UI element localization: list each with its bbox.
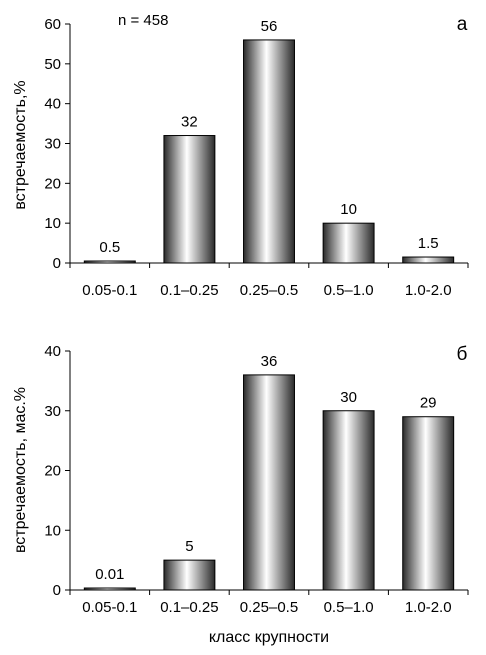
panel-a-y-tick-label: 20 [44,175,61,192]
panel-a-bar [322,222,375,264]
panel-b-data-label: 0.01 [95,566,124,583]
panel-a-y-tick-label: 40 [44,96,61,113]
panel-a-data-label: 32 [181,114,198,131]
panel-b-y-tick-label: 10 [44,522,61,539]
panel-a-category-label: 0.1–0.25 [160,282,218,299]
panel-a-chart: 0 10 20 30 40 50 60 0.5 0.05-0.1 32 0.1–0.25 56 0.25… [44,16,469,299]
panel-a-bar [163,135,216,264]
panel-b-bar [243,374,295,591]
panel-a-y-tick-label: 10 [44,215,61,232]
panel-b-data-label: 5 [185,538,193,555]
panel-a-annotation: n = 458 [118,12,168,29]
panel-b-chart: 0 10 20 30 40 0.01 0.05-0.1 5 0.1–0.25 36 0.25–0.5… [44,343,469,616]
panel-a-bar [402,256,455,264]
panel-b-bar [402,416,455,591]
panel-a-category-label: 0.5–1.0 [324,282,374,299]
panel-b-bar [322,410,375,591]
panel-a-y-axis-label: встречаемость,% [12,80,29,209]
panel-a-data-label: 56 [261,18,278,35]
panel-a-y-tick-label: 30 [44,136,61,153]
panel-a-bar [83,260,136,264]
panel-b-y-tick-label: 40 [44,343,61,360]
panel-a-y-tick-label: 50 [44,56,61,73]
panel-b-letter: б [457,344,468,365]
panel-a-category-label: 0.25–0.5 [240,282,298,299]
panel-a-data-label: 1.5 [418,235,439,252]
panel-b-bar [163,559,216,591]
panel-b-data-label: 29 [420,395,437,412]
panel-b-data-label: 30 [340,389,357,406]
panel-b-category-label: 0.5–1.0 [324,599,374,616]
panel-b-bar [83,587,136,591]
panel-b-data-label: 36 [261,353,278,370]
panel-b-y-tick-label: 20 [44,463,61,480]
panel-b-category-label: 0.1–0.25 [160,599,218,616]
panel-b-y-axis-label: встречаемость, мас.% [12,387,29,553]
panel-b-category-label: 0.05-0.1 [82,599,137,616]
panel-a-letter: а [457,14,468,35]
panel-b-y-tick-label: 0 [53,582,61,599]
panel-b-category-label: 0.25–0.5 [240,599,298,616]
panel-a-category-label: 1.0-2.0 [405,282,452,299]
panel-a-y-tick-label: 60 [44,16,61,33]
panel-b-y-tick-label: 30 [44,403,61,420]
panel-b-category-label: 1.0-2.0 [405,599,452,616]
panel-b-x-axis-label: класс крупности [209,629,329,646]
panel-a-data-label: 0.5 [99,239,120,256]
panel-a-category-label: 0.05-0.1 [82,282,137,299]
panel-a-data-label: 10 [340,201,357,218]
panel-a-y-tick-label: 0 [53,255,61,272]
panel-a-bar [243,39,295,264]
